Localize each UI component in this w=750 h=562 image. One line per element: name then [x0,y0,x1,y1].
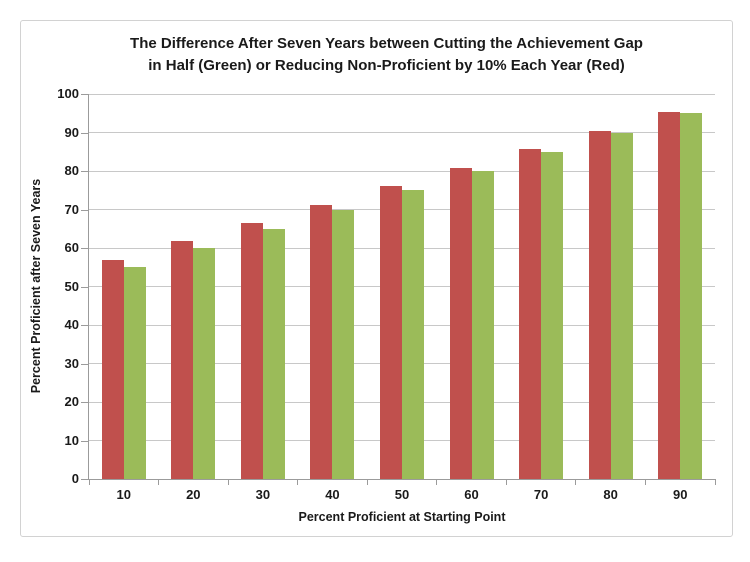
y-axis-tick [81,440,88,442]
x-axis-tick [158,480,160,485]
bar-red [449,167,472,479]
gridline [89,132,715,133]
bar-green [262,228,285,479]
x-axis-tick [505,480,507,485]
bar-red [101,259,124,479]
y-tick-label: 60 [64,240,79,255]
y-tick-label: 30 [64,355,79,371]
bar-green [332,209,355,479]
y-axis-tick [81,132,88,134]
x-axis-tick [575,480,577,485]
y-axis-tick [81,286,88,288]
bar-red [519,149,542,479]
x-tick-label: 50 [394,487,410,502]
y-axis-tick [81,325,88,326]
y-axis-tick [81,248,88,249]
gridline [89,93,715,95]
bar-green [402,190,424,479]
chart-container: The Difference After Seven Years between… [20,20,733,537]
x-axis-tick [88,480,90,485]
plot-area [89,93,715,479]
y-axis-tick [81,363,88,365]
x-axis-title: Percent Proficient at Starting Point [298,510,506,524]
bar-green [680,113,703,479]
y-tick-label: 100 [57,86,79,101]
gridline [89,170,715,172]
x-tick-label: 80 [603,487,618,502]
bar-green [541,151,564,479]
y-axis-tick [81,209,88,211]
x-axis-tick [714,480,716,485]
x-axis-tick [366,480,368,485]
bar-green [193,248,216,479]
chart-title: The Difference After Seven Years between… [51,33,722,77]
x-tick-label: 40 [325,487,340,502]
x-tick-label: 20 [186,487,201,502]
y-tick-label: 50 [64,278,79,294]
bar-green [123,267,146,479]
bar-green [610,132,633,479]
y-axis-tick [81,94,88,95]
chart-title-line-2: in Half (Green) or Reducing Non-Proficie… [148,57,625,74]
y-tick-label: 80 [64,163,79,178]
x-axis-line [82,479,716,480]
x-axis-tick [297,480,299,485]
x-tick-label: 70 [533,487,549,502]
x-tick-label: 60 [464,487,479,502]
y-axis-tick [81,402,88,403]
bar-green [471,171,494,479]
x-tick-label: 90 [672,487,688,502]
x-axis-tick [227,480,229,485]
bar-red [658,112,681,479]
y-tick-label: 20 [64,394,79,409]
bar-red [380,186,402,479]
chart-title-line-1: The Difference After Seven Years between… [130,35,643,52]
bar-red [588,130,611,479]
x-tick-label: 30 [255,487,271,502]
bar-red [171,241,194,479]
y-tick-label: 90 [64,124,79,140]
y-tick-label: 40 [64,317,79,332]
x-tick-label: 10 [116,487,131,502]
y-axis-tick [81,479,88,480]
y-axis-tick [81,171,88,172]
y-axis-line [88,94,89,480]
x-axis-tick [644,480,646,485]
bar-red [240,222,263,479]
y-tick-label: 10 [64,432,79,448]
bar-red [310,204,333,479]
y-tick-label: 70 [64,201,79,217]
x-axis-tick [436,480,438,485]
y-tick-label: 0 [71,471,79,486]
